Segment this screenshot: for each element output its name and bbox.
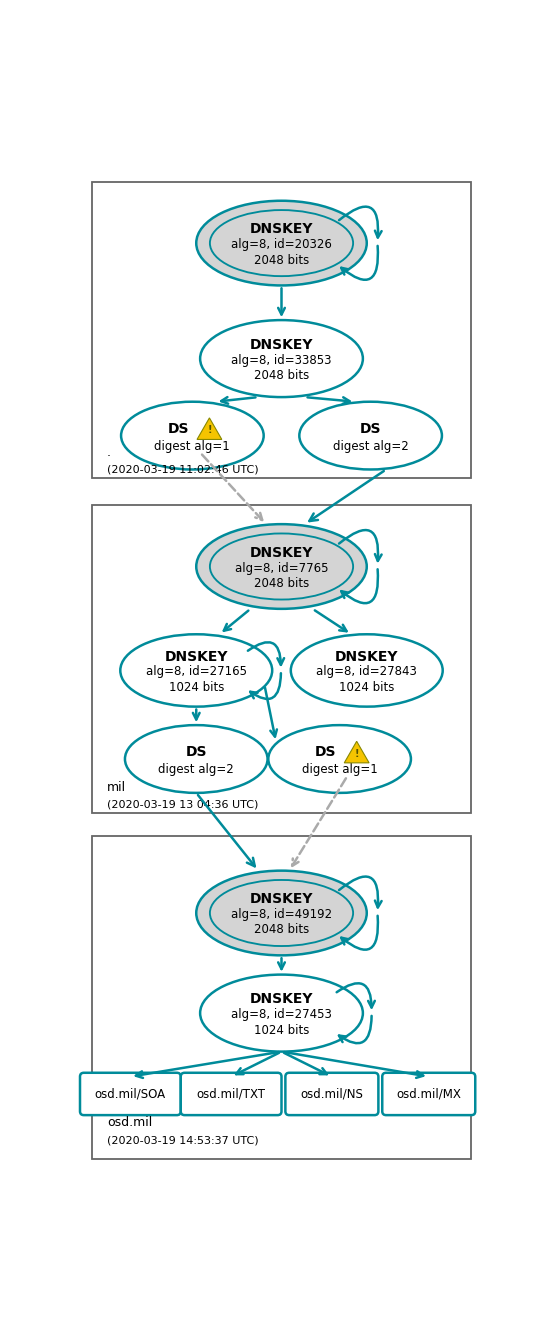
Text: DS: DS [185, 744, 207, 759]
FancyBboxPatch shape [80, 1073, 181, 1115]
Text: alg=8, id=27453: alg=8, id=27453 [231, 1008, 332, 1022]
Text: !: ! [354, 748, 359, 759]
Text: 2048 bits: 2048 bits [254, 577, 309, 590]
Text: alg=8, id=33853: alg=8, id=33853 [231, 354, 331, 367]
Text: DS: DS [360, 421, 381, 436]
Bar [92, 836, 472, 1159]
Text: 1024 bits: 1024 bits [168, 681, 224, 694]
Text: alg=8, id=20326: alg=8, id=20326 [231, 238, 332, 251]
Text: DNSKEY: DNSKEY [250, 338, 313, 351]
Ellipse shape [196, 201, 366, 285]
Text: digest alg=1: digest alg=1 [154, 440, 230, 453]
Text: .: . [107, 446, 111, 459]
FancyBboxPatch shape [181, 1073, 282, 1115]
Ellipse shape [200, 321, 363, 397]
Text: DS: DS [315, 744, 336, 759]
Bar [92, 181, 472, 478]
Text: alg=8, id=27165: alg=8, id=27165 [146, 665, 247, 678]
Text: alg=8, id=27843: alg=8, id=27843 [316, 665, 417, 678]
Polygon shape [344, 742, 369, 763]
Text: digest alg=1: digest alg=1 [302, 763, 377, 776]
Text: 1024 bits: 1024 bits [254, 1023, 309, 1036]
Text: 2048 bits: 2048 bits [254, 924, 309, 936]
Text: 1024 bits: 1024 bits [339, 681, 394, 694]
FancyBboxPatch shape [382, 1073, 475, 1115]
Text: 2048 bits: 2048 bits [254, 370, 309, 381]
Text: DS: DS [168, 421, 189, 436]
Ellipse shape [196, 524, 366, 609]
Text: digest alg=2: digest alg=2 [159, 763, 234, 776]
Ellipse shape [196, 871, 366, 956]
Text: alg=8, id=49192: alg=8, id=49192 [231, 908, 332, 921]
Text: osd.mil/MX: osd.mil/MX [397, 1088, 461, 1101]
Text: DNSKEY: DNSKEY [250, 993, 313, 1006]
Text: (2020-03-19 14:53:37 UTC): (2020-03-19 14:53:37 UTC) [107, 1135, 259, 1146]
Text: DNSKEY: DNSKEY [335, 649, 399, 664]
Ellipse shape [291, 635, 443, 706]
Text: !: ! [207, 425, 212, 436]
Text: DNSKEY: DNSKEY [250, 222, 313, 236]
FancyBboxPatch shape [286, 1073, 379, 1115]
Polygon shape [197, 418, 222, 440]
Text: digest alg=2: digest alg=2 [333, 440, 409, 453]
Text: osd.mil/SOA: osd.mil/SOA [95, 1088, 166, 1101]
Text: alg=8, id=7765: alg=8, id=7765 [235, 561, 328, 574]
Ellipse shape [200, 974, 363, 1052]
Ellipse shape [121, 401, 264, 470]
Text: mil: mil [107, 780, 126, 793]
Ellipse shape [120, 635, 272, 706]
Text: osd.mil: osd.mil [107, 1115, 153, 1129]
Text: osd.mil/NS: osd.mil/NS [300, 1088, 363, 1101]
Text: DNSKEY: DNSKEY [250, 892, 313, 906]
Text: (2020-03-19 13 04:36 UTC): (2020-03-19 13 04:36 UTC) [107, 799, 259, 809]
Text: DNSKEY: DNSKEY [165, 649, 228, 664]
Bar [92, 506, 472, 813]
Text: (2020-03-19 11:02:46 UTC): (2020-03-19 11:02:46 UTC) [107, 465, 259, 474]
Ellipse shape [125, 725, 267, 793]
Ellipse shape [269, 725, 411, 793]
Ellipse shape [299, 401, 442, 470]
Text: 2048 bits: 2048 bits [254, 253, 309, 267]
Text: osd.mil/TXT: osd.mil/TXT [196, 1088, 266, 1101]
Text: DNSKEY: DNSKEY [250, 545, 313, 560]
